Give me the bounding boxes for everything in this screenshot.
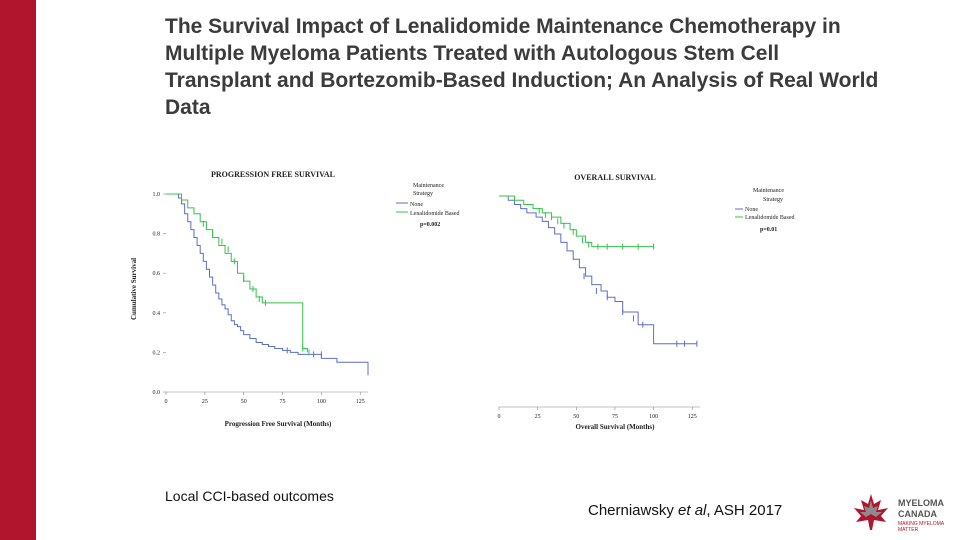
survival-curve-none	[499, 195, 697, 345]
os-chart: OVERALL SURVIVAL Overall Survival (Month…	[485, 170, 820, 435]
y-tick-label: 0.6	[153, 271, 161, 277]
pfs-plot-area: 0 25 50 75 100 125 0.0 0.2 0.4 0.6 0.8 1.0	[153, 192, 369, 405]
x-tick-label: 100	[649, 414, 658, 420]
x-tick-label: 50	[241, 399, 247, 405]
x-tick-label: 125	[688, 414, 697, 420]
x-tick-label: 75	[280, 399, 286, 405]
survival-curve-lenalidomide	[166, 193, 308, 353]
os-legend: Maintenance Strategy None Lenalidomide B…	[735, 188, 795, 233]
os-plot-area: 0 25 50 75 100 125	[498, 195, 700, 420]
slide-title: The Survival Impact of Lenalidomide Main…	[165, 15, 879, 119]
pfs-legend-none: None	[410, 202, 423, 208]
x-tick-label: 125	[356, 399, 365, 405]
y-tick-label: 0.8	[153, 232, 161, 238]
logo-wordmark-line1: MYELOMA	[898, 498, 944, 508]
y-tick-label: 1.0	[153, 192, 161, 198]
survival-curve-lenalidomide	[499, 195, 654, 248]
citation: Cherniawsky et al, ASH 2017	[588, 502, 782, 519]
legend-title-line2: Strategy	[413, 191, 433, 197]
os-xlabel: Overall Survival (Months)	[576, 423, 656, 431]
pfs-ylabel: Cumulative Survival	[130, 258, 138, 320]
y-tick-label: 0.4	[153, 311, 161, 317]
myeloma-canada-logo: MYELOMA CANADA MAKING MYELOMA MATTER	[848, 492, 948, 533]
accent-sidebar-bar	[0, 0, 36, 540]
pfs-xlabel: Progression Free Survival (Months)	[225, 420, 332, 428]
citation-etal: et al	[678, 502, 707, 519]
y-tick-label: 0.2	[153, 350, 161, 356]
x-tick-label: 75	[612, 414, 618, 420]
pfs-title: PROGRESSION FREE SURVIVAL	[211, 170, 335, 179]
x-tick-label: 50	[573, 414, 579, 420]
os-legend-lenalidomide: Lenalidomide Based	[745, 215, 795, 221]
x-tick-label: 100	[317, 399, 326, 405]
pfs-p-value: p=0.002	[420, 222, 440, 228]
os-title: OVERALL SURVIVAL	[574, 173, 656, 182]
maple-leaf-icon	[854, 494, 888, 530]
legend-title-line1: Maintenance	[753, 188, 784, 194]
pfs-chart: PROGRESSION FREE SURVIVAL Cumulative Sur…	[128, 160, 480, 435]
pfs-legend-lenalidomide: Lenalidomide Based	[410, 211, 460, 217]
pfs-legend: Maintenance Strategy None Lenalidomide B…	[396, 183, 460, 228]
logo-wordmark-line2: CANADA	[898, 509, 937, 519]
citation-source: , ASH 2017	[706, 502, 783, 519]
os-legend-none: None	[745, 207, 758, 213]
x-tick-label: 0	[498, 414, 501, 420]
x-tick-label: 0	[165, 399, 168, 405]
logo-tagline: MAKING MYELOMA MATTER	[898, 521, 944, 533]
survival-curve-none	[166, 193, 369, 373]
footer-note: Local CCI-based outcomes	[165, 488, 334, 504]
citation-authors: Cherniawsky	[588, 502, 679, 519]
y-tick-label: 0.0	[153, 390, 161, 396]
os-p-value: p=0.01	[760, 227, 777, 233]
legend-title-line2: Strategy	[763, 197, 783, 203]
x-tick-label: 25	[202, 399, 208, 405]
x-tick-label: 25	[535, 414, 541, 420]
legend-title-line1: Maintenance	[413, 183, 444, 189]
